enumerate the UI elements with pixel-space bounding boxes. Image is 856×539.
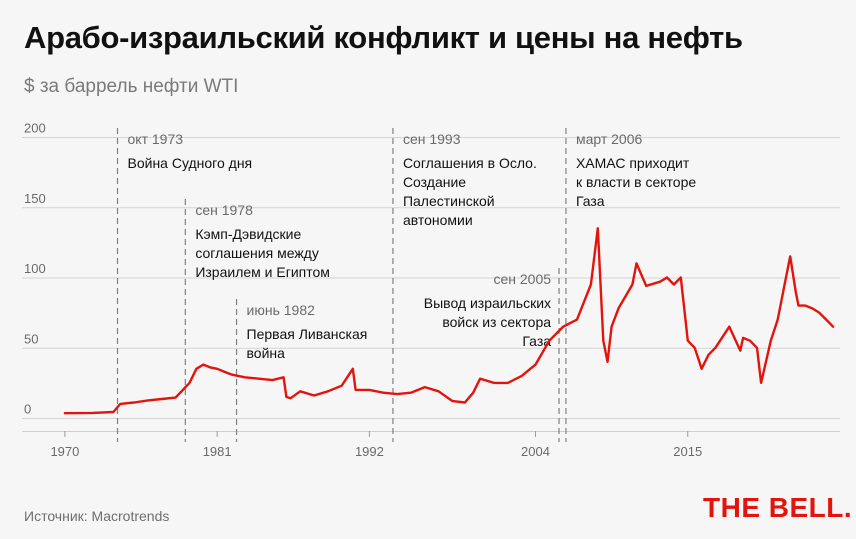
x-tick-label: 1970 (50, 444, 79, 459)
annotation-date: сен 1993 (403, 131, 461, 147)
annotation-text: Газа (576, 193, 605, 209)
annotation-text: соглашения между (195, 245, 319, 261)
chart-title: Арабо-израильский конфликт и цены на неф… (24, 20, 743, 55)
y-tick-label: 0 (24, 402, 31, 417)
y-tick-label: 100 (24, 261, 46, 276)
annotation-text: Газа (522, 333, 551, 349)
annotation-date: март 2006 (576, 131, 643, 147)
annotation-text: Война Судного дня (128, 155, 253, 171)
annotation-date: сен 1978 (195, 202, 253, 218)
x-tick-label: 2004 (521, 444, 550, 459)
annotation-text: война (247, 345, 286, 361)
annotation-text: Первая Ливанская (247, 326, 368, 342)
annotation-text: ХАМАС приходит (576, 155, 690, 171)
x-tick-label: 1981 (203, 444, 232, 459)
y-tick-label: 50 (24, 331, 38, 346)
x-tick-label: 2015 (673, 444, 702, 459)
series-line (63, 227, 835, 415)
source-note: Источник: Macrotrends (24, 508, 170, 524)
annotation-text: Вывод израильских (424, 295, 551, 311)
chart-subtitle: $ за баррель нефти WTI (24, 76, 239, 97)
x-tick-label: 1992 (355, 444, 384, 459)
annotation-date: июнь 1982 (247, 302, 316, 318)
annotation-text: Израилем и Египтом (195, 264, 330, 280)
annotation-text: Кэмп-Дэвидские (195, 226, 301, 242)
y-tick-label: 150 (24, 191, 46, 206)
annotation-text: к власти в секторе (576, 174, 696, 190)
the-bell-logo: THE BELL. (703, 492, 853, 523)
y-tick-label: 200 (24, 121, 46, 136)
annotation-text: Соглашения в Осло. (403, 155, 537, 171)
annotation-date: сен 2005 (493, 271, 551, 287)
annotation-date: окт 1973 (128, 131, 184, 147)
annotation-text: Создание (403, 174, 466, 190)
annotation-text: войск из сектора (442, 314, 551, 330)
annotation-text: Палестинской (403, 193, 495, 209)
annotation-text: автономии (403, 212, 473, 228)
